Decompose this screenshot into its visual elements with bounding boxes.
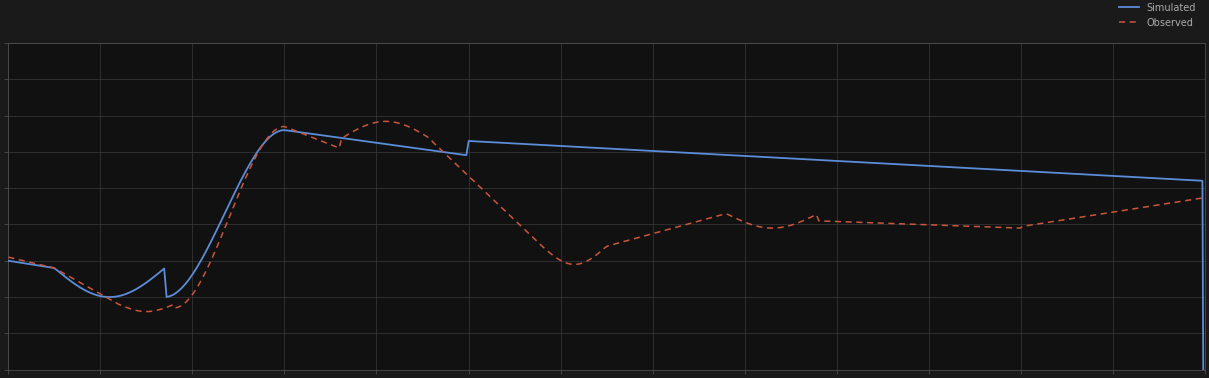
Observed xyxy=(1174,199,1188,204)
Simulated xyxy=(984,167,999,172)
Simulated xyxy=(1172,177,1186,182)
Observed xyxy=(140,309,155,314)
Line: Simulated: Simulated xyxy=(8,130,1205,378)
Observed xyxy=(574,261,589,266)
Simulated xyxy=(572,145,586,149)
Simulated xyxy=(277,128,291,132)
Simulated xyxy=(650,149,665,153)
Observed xyxy=(377,119,392,124)
Simulated xyxy=(1,259,16,263)
Observed xyxy=(1,255,16,259)
Simulated xyxy=(716,152,730,157)
Observed xyxy=(653,229,667,234)
Legend: Simulated, Observed: Simulated, Observed xyxy=(1116,0,1201,31)
Observed xyxy=(718,212,733,216)
Observed xyxy=(582,258,596,262)
Observed xyxy=(987,225,1001,229)
Line: Observed: Observed xyxy=(8,121,1205,311)
Observed xyxy=(1198,195,1209,200)
Simulated xyxy=(579,145,594,150)
